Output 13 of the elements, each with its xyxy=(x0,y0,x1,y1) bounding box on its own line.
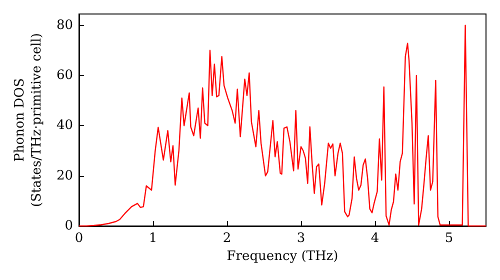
y-tick-label: 0 xyxy=(64,218,73,234)
x-tick-label: 5 xyxy=(444,231,454,246)
x-tick-label: 3 xyxy=(296,231,306,246)
y-tick-label: 80 xyxy=(56,18,73,33)
x-axis-title: Frequency (THz) xyxy=(226,249,338,264)
x-tick-label: 0 xyxy=(74,231,84,246)
x-tick-label: 1 xyxy=(148,231,158,246)
x-tick-label: 2 xyxy=(222,231,232,246)
y-tick-label: 20 xyxy=(56,168,73,184)
y-tick-label: 40 xyxy=(56,118,73,134)
y-tick-label: 60 xyxy=(56,68,73,83)
x-tick-label: 4 xyxy=(370,231,380,246)
y-axis-title: Phonon DOS (States/THz·primitive cell) xyxy=(12,32,45,208)
